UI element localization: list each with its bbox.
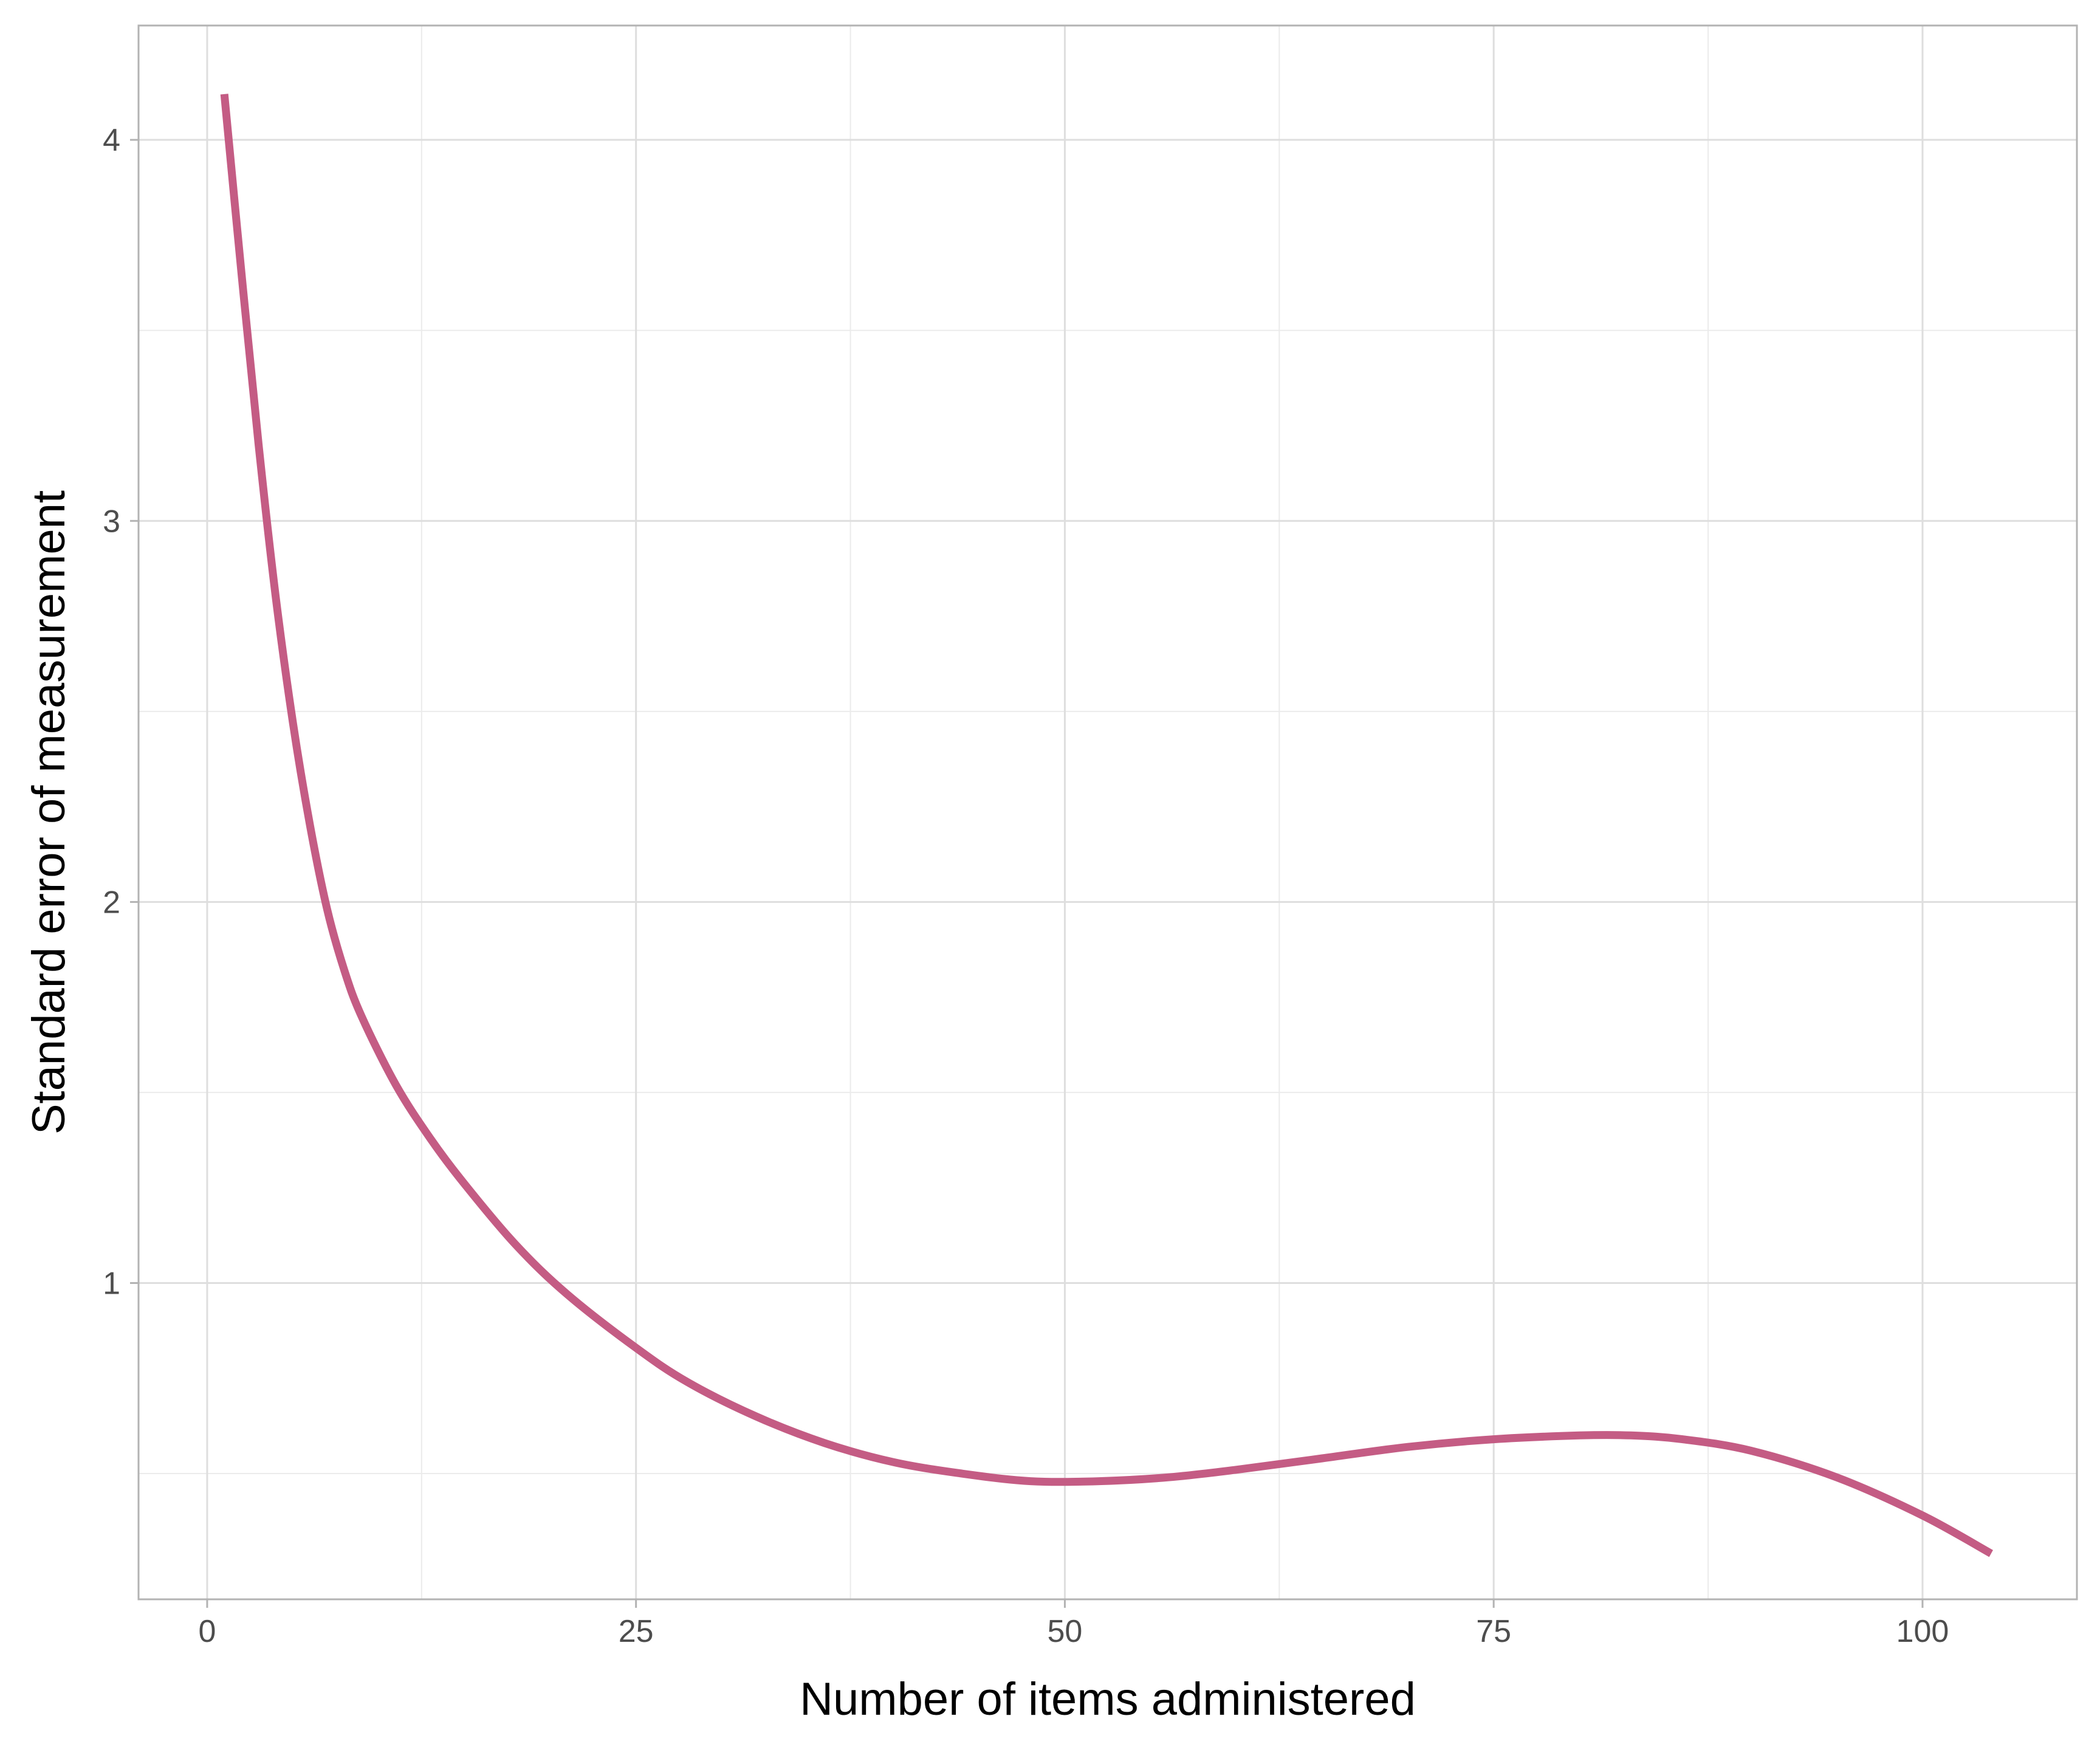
series-line	[220, 94, 1993, 1557]
axis-ticks	[130, 139, 1924, 1608]
y-tick-label: 2	[103, 885, 120, 920]
minor-grid	[139, 26, 2077, 1599]
panel-border	[137, 24, 2078, 1601]
x-tick-label: 100	[1896, 1614, 1949, 1649]
x-tick-label: 50	[1048, 1614, 1083, 1649]
y-axis-title: Standard error of measurement	[23, 490, 75, 1134]
tick-labels: 0 25 50 75 100 1 2 3 4	[103, 123, 1949, 1649]
y-tick-label: 3	[103, 504, 120, 539]
y-tick-label: 1	[103, 1266, 120, 1301]
series-layer	[220, 94, 1993, 1557]
major-grid	[139, 26, 2077, 1599]
y-tick-label: 4	[103, 123, 120, 158]
x-tick-label: 75	[1476, 1614, 1511, 1649]
x-axis-title: Number of items administered	[800, 1673, 1416, 1725]
x-tick-label: 0	[198, 1614, 216, 1649]
x-tick-label: 25	[619, 1614, 654, 1649]
